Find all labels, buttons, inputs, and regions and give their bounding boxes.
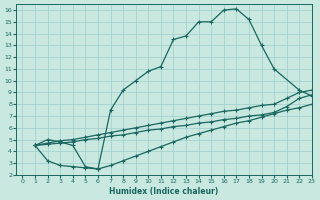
X-axis label: Humidex (Indice chaleur): Humidex (Indice chaleur) bbox=[109, 187, 219, 196]
